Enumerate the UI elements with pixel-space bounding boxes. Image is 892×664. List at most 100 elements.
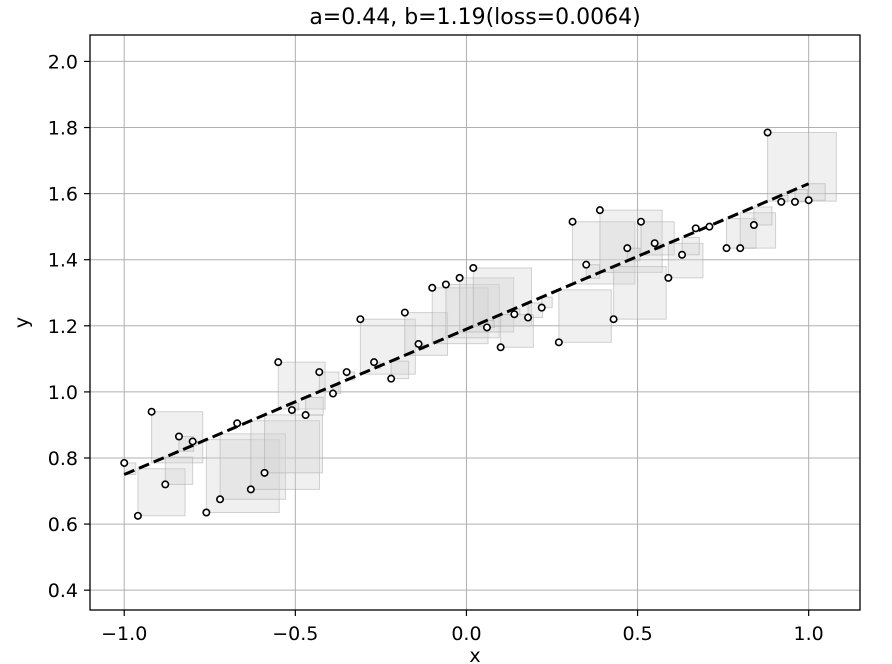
y-tick-label: 1.6 [48, 184, 78, 206]
y-tick-label: 0.6 [48, 514, 78, 536]
residual-square [305, 396, 324, 416]
residual-square [753, 206, 773, 226]
data-points [120, 128, 813, 520]
chart-title: a=0.44, b=1.19(loss=0.0064) [309, 5, 640, 30]
data-point [133, 511, 142, 520]
residual-square [667, 242, 704, 279]
data-point [650, 239, 659, 248]
data-point [568, 217, 577, 226]
data-point [763, 128, 772, 137]
y-tick-label: 1.2 [48, 316, 78, 338]
residual-square [613, 266, 667, 320]
y-axis-label: y [11, 317, 33, 328]
data-point [582, 260, 591, 269]
x-axis-label: x [469, 645, 480, 664]
data-point [623, 244, 632, 253]
data-point [777, 197, 786, 206]
fit-line [123, 182, 810, 476]
data-point [482, 323, 491, 332]
data-point [216, 495, 225, 504]
residual-square [123, 462, 137, 476]
y-tick-label: 0.8 [48, 448, 78, 470]
data-point [315, 368, 324, 377]
x-axis-ticks: −1.0 −0.5 0.0 0.5 1.0 [101, 610, 824, 645]
residual-square [164, 456, 194, 485]
data-point [301, 411, 310, 420]
residual-square [137, 468, 186, 517]
y-tick-label: 0.4 [48, 580, 78, 602]
data-point [233, 419, 242, 428]
data-point [678, 250, 687, 259]
residual-squares [123, 131, 837, 517]
grid [90, 35, 860, 610]
data-point [705, 222, 714, 231]
data-point [370, 358, 379, 367]
y-tick-label: 2.0 [48, 51, 78, 73]
data-point [722, 244, 731, 253]
x-tick-label: 0.5 [622, 623, 652, 645]
y-tick-label: 1.0 [48, 382, 78, 404]
plot-frame [89, 34, 861, 611]
x-tick-label: 1.0 [794, 623, 824, 645]
data-point [691, 224, 700, 233]
data-point [246, 485, 255, 494]
data-point [524, 313, 533, 322]
data-point [387, 374, 396, 383]
data-point [356, 315, 365, 324]
data-point [147, 407, 156, 416]
data-point [804, 196, 813, 205]
data-point [469, 263, 478, 272]
residual-square [572, 221, 636, 285]
residual-square [431, 287, 489, 345]
residual-square [794, 189, 808, 203]
residual-square [767, 131, 837, 202]
residual-square [459, 277, 515, 333]
residual-square [558, 289, 612, 343]
data-point [400, 308, 409, 317]
data-point [554, 338, 563, 347]
x-tick-label: 0.0 [451, 623, 481, 645]
data-point [161, 480, 170, 489]
data-point [749, 221, 758, 230]
data-point [428, 283, 437, 292]
residual-square [205, 439, 280, 514]
data-point [790, 197, 799, 206]
data-point [510, 310, 519, 319]
data-point [441, 280, 450, 289]
data-point [120, 458, 129, 467]
data-point [414, 339, 423, 348]
residual-square [472, 267, 533, 327]
x-tick-label: −1.0 [101, 623, 147, 645]
y-tick-label: 1.4 [48, 250, 78, 272]
residual-square [808, 183, 826, 201]
residual-square [359, 318, 416, 375]
y-tick-label: 1.8 [48, 118, 78, 140]
data-point [188, 437, 197, 446]
data-point [595, 206, 604, 215]
residual-square [390, 360, 410, 380]
residual-square [264, 414, 323, 474]
data-point [287, 406, 296, 415]
y-axis-ticks: 0.4 0.6 0.8 1.0 1.2 1.4 1.6 1.8 2.0 [48, 51, 90, 602]
data-point [496, 343, 505, 352]
residual-square [404, 312, 449, 356]
residual-square [681, 237, 700, 256]
data-point [342, 368, 351, 377]
x-tick-label: −0.5 [272, 623, 318, 645]
residual-square [541, 296, 553, 309]
data-point [202, 508, 211, 517]
data-point [174, 432, 183, 441]
data-point [636, 217, 645, 226]
residual-square [739, 212, 777, 249]
data-point [260, 468, 269, 477]
data-point [664, 273, 673, 282]
residual-square [250, 420, 321, 490]
data-point [537, 303, 546, 312]
data-point [736, 244, 745, 253]
data-point [609, 315, 618, 324]
fit-line-group [123, 182, 810, 476]
data-point [274, 358, 283, 367]
data-point [455, 273, 464, 282]
data-point [328, 389, 337, 398]
